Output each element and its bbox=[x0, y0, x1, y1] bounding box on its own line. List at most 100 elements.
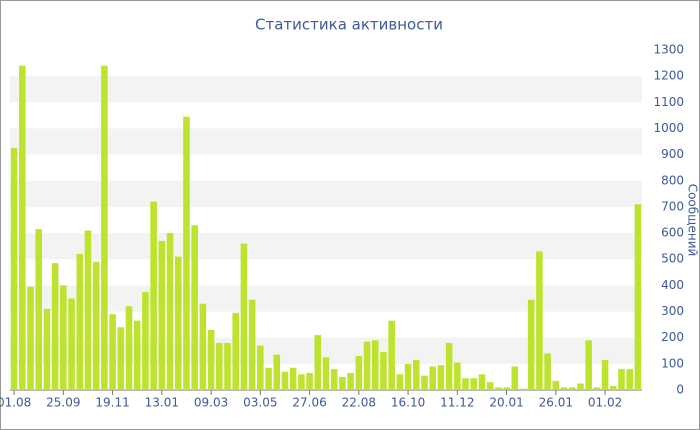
bar bbox=[618, 369, 625, 390]
bar bbox=[248, 299, 256, 390]
y-tick-label: 1300 bbox=[653, 43, 684, 57]
bar bbox=[322, 357, 330, 390]
bar bbox=[117, 327, 125, 390]
x-tick-label: 22.08 bbox=[342, 396, 376, 410]
chart-title: Статистика активности bbox=[255, 16, 443, 34]
bar bbox=[380, 352, 387, 390]
bar bbox=[158, 240, 166, 390]
bar bbox=[183, 116, 190, 390]
bar bbox=[355, 356, 363, 390]
y-tick-label: 700 bbox=[661, 199, 684, 213]
bar bbox=[519, 388, 527, 390]
bar bbox=[388, 320, 395, 390]
bar bbox=[10, 148, 18, 390]
y-tick-label: 400 bbox=[661, 278, 684, 292]
bar bbox=[478, 374, 486, 390]
bar bbox=[150, 201, 157, 390]
y-tick-label: 1200 bbox=[653, 69, 684, 83]
bar bbox=[396, 374, 404, 390]
bar bbox=[593, 387, 601, 390]
bar bbox=[142, 291, 149, 390]
bar bbox=[207, 329, 215, 390]
bar bbox=[92, 261, 100, 390]
bar bbox=[577, 383, 584, 390]
bar bbox=[404, 363, 412, 390]
y-tick-label: 800 bbox=[661, 173, 684, 187]
bar bbox=[462, 378, 469, 390]
bar bbox=[60, 285, 67, 390]
bar bbox=[363, 341, 371, 390]
bar bbox=[626, 369, 633, 390]
bar bbox=[585, 340, 592, 390]
bar bbox=[421, 375, 428, 390]
bar bbox=[634, 204, 642, 390]
bar bbox=[19, 65, 26, 390]
x-tick-label: 01.02 bbox=[588, 396, 622, 410]
bar bbox=[43, 308, 51, 390]
bar bbox=[133, 320, 141, 390]
bar bbox=[265, 367, 272, 390]
bar bbox=[437, 365, 445, 390]
bar bbox=[166, 233, 174, 390]
bar bbox=[199, 303, 207, 390]
bar bbox=[125, 306, 133, 390]
y-tick-label: 500 bbox=[661, 252, 684, 266]
bar bbox=[330, 369, 338, 390]
grid-band bbox=[10, 128, 642, 155]
bar bbox=[76, 254, 84, 390]
x-tick-label: 09.03 bbox=[194, 396, 228, 410]
y-tick-label: 300 bbox=[661, 304, 684, 318]
bar bbox=[560, 387, 568, 390]
bar bbox=[609, 386, 617, 390]
y-tick-label: 1000 bbox=[653, 121, 684, 135]
x-tick-label: 20.01 bbox=[489, 396, 523, 410]
bar bbox=[257, 345, 264, 390]
bar bbox=[273, 354, 281, 390]
y-tick-label: 900 bbox=[661, 147, 684, 161]
bar bbox=[109, 314, 116, 390]
bar bbox=[454, 362, 461, 390]
bar bbox=[289, 367, 297, 390]
x-tick-label: 26.01 bbox=[539, 396, 573, 410]
x-tick-label: 25.09 bbox=[46, 396, 80, 410]
bar bbox=[527, 299, 535, 390]
bar bbox=[347, 373, 354, 390]
bar bbox=[503, 387, 510, 390]
x-tick-label: 11.12 bbox=[440, 396, 474, 410]
bar bbox=[601, 359, 609, 390]
y-tick-label: 0 bbox=[676, 383, 684, 397]
bar bbox=[486, 382, 494, 390]
bar bbox=[544, 353, 551, 390]
bar bbox=[191, 225, 198, 390]
bar bbox=[445, 342, 453, 390]
bar bbox=[101, 65, 108, 390]
bar bbox=[314, 335, 322, 390]
bar bbox=[216, 342, 223, 390]
bar bbox=[281, 371, 289, 390]
grid-band bbox=[10, 76, 642, 103]
x-tick-label: 03.05 bbox=[243, 396, 277, 410]
bar bbox=[224, 342, 231, 390]
grid-band bbox=[10, 180, 642, 207]
bar bbox=[232, 312, 239, 390]
bar bbox=[552, 380, 560, 390]
x-tick-label: 16.10 bbox=[391, 396, 425, 410]
bar bbox=[174, 256, 182, 390]
y-tick-label: 200 bbox=[661, 330, 684, 344]
bar bbox=[35, 229, 43, 390]
y-tick-label: 600 bbox=[661, 226, 684, 240]
bar bbox=[413, 359, 420, 390]
y-tick-label: 100 bbox=[661, 356, 684, 370]
bar bbox=[568, 387, 576, 390]
bar bbox=[27, 286, 34, 390]
bar bbox=[470, 378, 478, 390]
x-tick-label: 13.01 bbox=[145, 396, 179, 410]
bar bbox=[298, 374, 305, 390]
bar bbox=[339, 376, 346, 390]
x-tick-label: 01.08 bbox=[0, 396, 31, 410]
bar bbox=[495, 387, 502, 390]
bar bbox=[511, 366, 519, 390]
bar bbox=[84, 230, 92, 390]
bar bbox=[536, 251, 543, 390]
